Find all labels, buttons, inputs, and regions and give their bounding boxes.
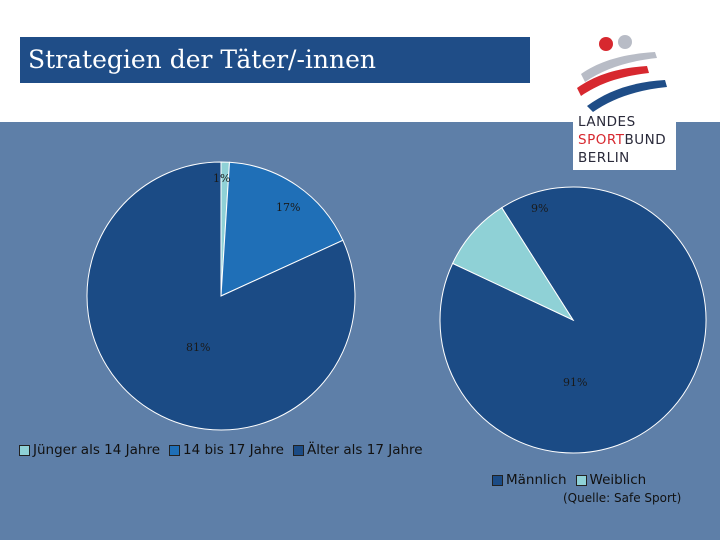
legend-item-under-14: Jünger als 14 Jahre <box>19 442 160 458</box>
female-slice <box>451 207 575 322</box>
age-over-17-data-label: 81% <box>186 341 210 354</box>
logo-word-sport: SPORT <box>578 132 625 148</box>
age-under-14-data-label: 1% <box>213 172 230 185</box>
logo-line-landes: LANDES <box>578 114 636 130</box>
gender-pie-chart: 91% 9% <box>439 186 707 454</box>
legend-swatch-female <box>575 474 587 486</box>
age-14-17-slice <box>220 161 344 297</box>
slide-title: Strategien der Täter/-innen <box>20 37 530 83</box>
legend-swatch-14-17 <box>169 444 180 456</box>
legend-label-female: Weiblich <box>589 472 647 488</box>
source-note: (Quelle: Safe Sport) <box>563 491 682 505</box>
legend-label-14-17: 14 bis 17 Jahre <box>183 442 284 458</box>
logo-word-bund: BUND <box>624 132 667 148</box>
logo-line-berlin: BERLIN <box>578 150 630 166</box>
landessportbund-logo: LANDES SPORTBUND BERLIN <box>573 30 676 170</box>
legend-item-14-17: 14 bis 17 Jahre <box>169 442 284 458</box>
legend-label-male: Männlich <box>506 472 567 488</box>
male-data-label: 91% <box>563 376 587 389</box>
age-pie-chart: 1% 17% 81% <box>86 161 356 431</box>
gender-legend: Männlich Weiblich <box>492 472 655 488</box>
legend-item-male: Männlich <box>492 472 567 488</box>
legend-swatch-male <box>492 474 503 486</box>
female-data-label: 9% <box>531 202 548 215</box>
age-14-17-data-label: 17% <box>276 201 300 214</box>
logo-line-sportbund: SPORTBUND <box>578 132 666 148</box>
legend-item-female: Weiblich <box>575 472 647 488</box>
legend-label-under-14: Jünger als 14 Jahre <box>33 442 160 458</box>
legend-item-over-17: Älter als 17 Jahre <box>292 442 423 458</box>
age-legend: Jünger als 14 Jahre 14 bis 17 Jahre Älte… <box>19 442 432 458</box>
age-over-17-slice <box>86 161 356 431</box>
logo-figure-icon <box>577 35 667 112</box>
legend-swatch-over-17 <box>292 444 304 456</box>
legend-swatch-under-14 <box>19 444 30 456</box>
legend-label-over-17: Älter als 17 Jahre <box>306 442 423 458</box>
